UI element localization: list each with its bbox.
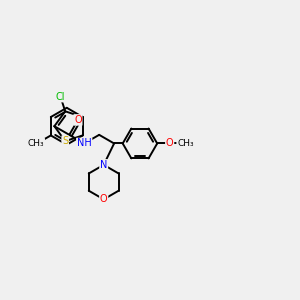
Text: O: O (74, 115, 82, 125)
Text: CH₃: CH₃ (28, 139, 44, 148)
Text: NH: NH (77, 139, 92, 148)
Text: O: O (100, 194, 107, 204)
Text: CH₃: CH₃ (177, 139, 194, 148)
Text: S: S (62, 136, 68, 146)
Text: O: O (166, 139, 173, 148)
Text: N: N (100, 160, 107, 170)
Text: Cl: Cl (56, 92, 65, 102)
